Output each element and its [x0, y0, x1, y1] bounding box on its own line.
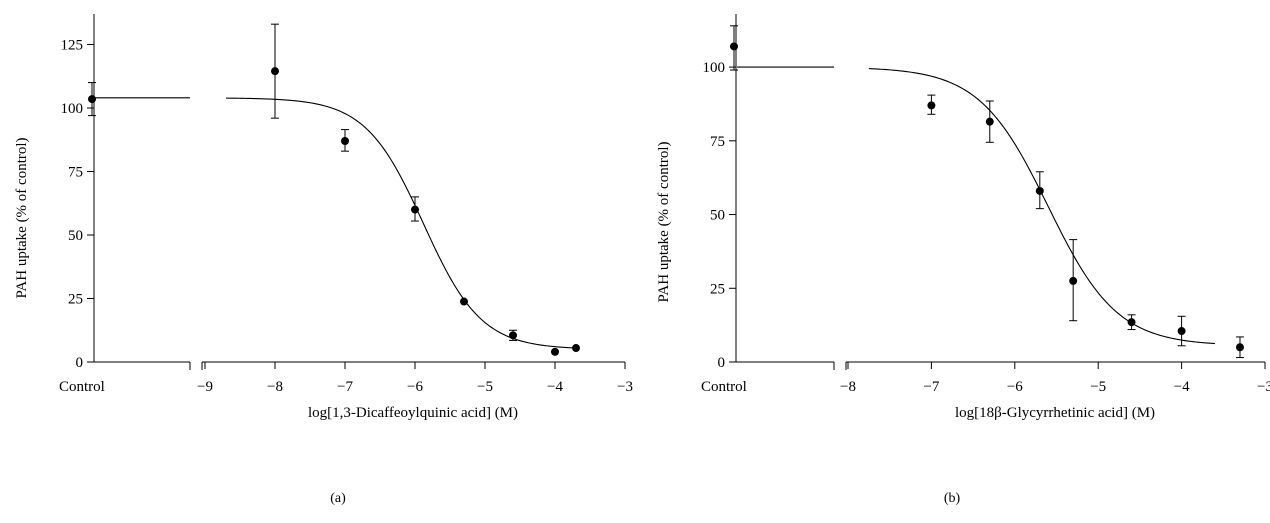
x-tick-label: −7	[337, 379, 353, 395]
data-point	[341, 137, 349, 146]
data-point	[1069, 276, 1078, 285]
data-point	[509, 331, 517, 340]
data-point	[271, 67, 279, 76]
x-tick-label: −3	[1257, 379, 1270, 395]
y-axis-label: PAH uptake (% of control)	[14, 137, 30, 298]
chart-panel-b: 0 25 50 75 100 −8 −7 −6 −5 −4 −3 Control log[18β-Gly…	[656, 14, 1270, 421]
y-tick-label: 50	[68, 228, 83, 244]
fit-curve	[868, 68, 1215, 345]
data-point	[1127, 318, 1136, 327]
x-tick-label: −6	[407, 379, 423, 395]
x-tick-label: −8	[267, 379, 283, 395]
data-point	[551, 347, 559, 356]
chart-panel-a: 0 25 50 75 100 125 −9 −8 −7 −6 −5 −4 −3 Control log[1,…	[14, 14, 633, 421]
x-tick-label: −9	[197, 379, 213, 395]
y-tick-label: 0	[76, 355, 84, 371]
y-tick-label: 25	[68, 291, 83, 307]
fit-curve	[225, 97, 580, 349]
y-tick-label: 125	[61, 37, 84, 53]
data-point-control	[730, 42, 738, 51]
data-point	[1235, 343, 1244, 352]
x-tick-label-control: Control	[59, 379, 105, 395]
x-tick-label: −8	[840, 379, 856, 395]
x-tick-label: −5	[1090, 379, 1106, 395]
y-axis-label: PAH uptake (% of control)	[656, 141, 672, 302]
data-point	[1035, 186, 1044, 195]
data-point	[572, 344, 580, 353]
x-tick-label: −3	[617, 379, 633, 395]
y-tick-label: 75	[710, 134, 725, 150]
data-point	[411, 205, 419, 214]
x-tick-label: −4	[547, 379, 563, 395]
y-tick-label: 100	[61, 101, 84, 117]
y-tick-label: 100	[703, 60, 726, 76]
x-tick-label: −4	[1174, 379, 1190, 395]
x-axis-label: log[1,3-Dicaffeoylquinic acid] (M)	[308, 405, 518, 421]
data-point	[985, 117, 994, 126]
x-tick-label-control: Control	[701, 379, 747, 395]
panel-label-a: (a)	[330, 491, 346, 506]
data-point	[460, 297, 468, 306]
y-tick-label: 75	[68, 164, 83, 180]
y-tick-label: 25	[710, 281, 725, 297]
y-tick-label: 50	[710, 208, 725, 224]
x-axis-label: log[18β-Glycyrrhetinic acid] (M)	[955, 405, 1155, 421]
x-tick-label: −7	[923, 379, 939, 395]
x-tick-label: −5	[477, 379, 493, 395]
panel-label-b: (b)	[944, 491, 961, 506]
data-point	[927, 101, 936, 110]
data-point	[1177, 327, 1186, 336]
y-tick-label: 0	[718, 355, 726, 371]
x-tick-label: −6	[1007, 379, 1023, 395]
data-point-control	[88, 95, 96, 104]
